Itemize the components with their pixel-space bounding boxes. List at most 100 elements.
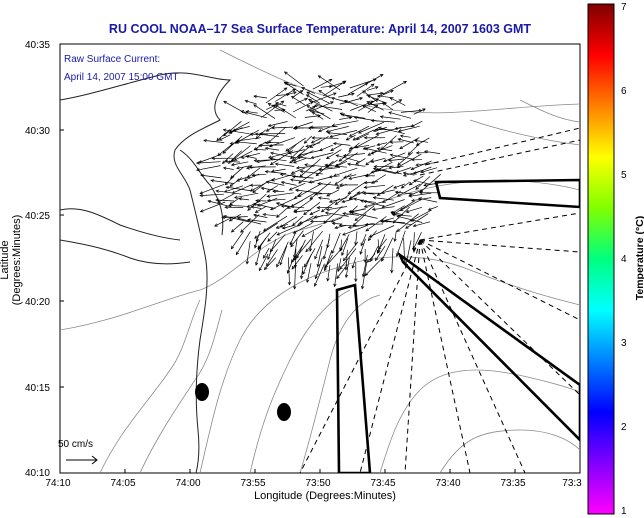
current-vector-head xyxy=(230,245,235,250)
current-vector xyxy=(329,130,357,138)
x-tick-label: 73:45 xyxy=(370,478,395,489)
current-vector-head xyxy=(402,171,407,175)
current-vector xyxy=(338,151,351,162)
current-vector xyxy=(310,126,338,128)
current-vector xyxy=(396,230,406,257)
current-vector-head xyxy=(326,277,330,282)
x-axis-label: Longitude (Degrees:Minutes) xyxy=(254,490,396,502)
current-vector-head xyxy=(422,108,426,112)
current-vector xyxy=(365,216,387,232)
current-vector xyxy=(254,237,259,248)
current-vector xyxy=(251,206,262,209)
current-vector xyxy=(320,85,333,88)
current-vector-head xyxy=(306,91,310,95)
current-vector-head xyxy=(285,148,289,152)
current-vector-head xyxy=(279,172,284,177)
current-vector xyxy=(334,263,339,287)
current-vector-head xyxy=(246,204,251,208)
current-vector xyxy=(281,181,297,186)
current-vector xyxy=(305,142,321,148)
current-vector xyxy=(323,206,343,224)
current-vector-head xyxy=(341,252,345,257)
current-vector xyxy=(413,166,432,175)
x-tick-label: 73:55 xyxy=(240,478,265,489)
current-vector xyxy=(329,197,348,203)
current-vector-head xyxy=(245,155,250,159)
current-vector-head xyxy=(308,98,312,103)
current-vector-head xyxy=(263,266,268,271)
current-vector xyxy=(224,185,244,193)
current-vector xyxy=(261,100,284,118)
current-vector xyxy=(270,197,296,211)
current-vector xyxy=(230,166,244,179)
colorbar-tick-label: 4 xyxy=(621,254,627,265)
current-vector xyxy=(309,109,325,115)
current-vector-head xyxy=(305,248,309,253)
current-vector xyxy=(257,197,278,207)
current-vector xyxy=(253,95,268,99)
current-vector xyxy=(342,198,356,203)
current-vector-head xyxy=(388,111,392,115)
current-vector-head xyxy=(292,160,297,164)
y-tick-label: 40:30 xyxy=(25,126,50,137)
current-vector-head xyxy=(354,278,358,283)
y-tick-label: 40:15 xyxy=(25,383,50,394)
current-vector xyxy=(365,223,384,226)
current-vector-head xyxy=(266,198,271,203)
current-vector-head xyxy=(412,171,417,175)
current-vector-head xyxy=(215,189,220,193)
current-vector xyxy=(268,121,288,127)
colorbar-tick-label: 6 xyxy=(621,86,627,97)
current-vector-head xyxy=(303,211,307,216)
current-vector xyxy=(290,145,305,159)
current-vector-head xyxy=(364,222,369,227)
current-vector-head xyxy=(222,150,227,154)
colorbar-tick-label: 7 xyxy=(621,2,627,13)
current-vector-head xyxy=(418,197,422,201)
current-vector-head xyxy=(258,267,262,272)
current-vector-head xyxy=(412,246,416,251)
current-vector-head xyxy=(253,213,257,217)
current-vector-head xyxy=(364,173,368,178)
current-vector xyxy=(323,80,346,97)
current-vector xyxy=(292,90,303,98)
current-vector-head xyxy=(249,132,253,136)
current-vector-head xyxy=(222,214,227,219)
current-vector-head xyxy=(365,228,370,232)
current-vector-head xyxy=(246,174,251,179)
current-vector xyxy=(255,133,279,137)
current-vector xyxy=(384,220,413,226)
current-vector xyxy=(270,158,287,162)
current-vector xyxy=(217,193,234,203)
current-vector-head xyxy=(396,164,401,168)
current-vector xyxy=(349,144,370,149)
current-vector xyxy=(250,177,276,192)
current-vector xyxy=(374,165,394,168)
current-vector xyxy=(370,246,379,262)
current-vector xyxy=(283,81,304,95)
current-vector xyxy=(236,165,253,169)
current-vector-head xyxy=(366,259,371,263)
current-vector-head xyxy=(389,97,394,101)
current-vector xyxy=(381,237,394,262)
current-vector-head xyxy=(348,133,353,137)
current-vector xyxy=(330,144,342,151)
y-tick-label: 40:25 xyxy=(25,211,50,222)
current-vector-head xyxy=(236,217,241,221)
current-vector-head xyxy=(254,147,258,152)
current-vector xyxy=(309,231,314,252)
colorbar-tick-label: 2 xyxy=(621,422,627,433)
current-vector xyxy=(327,265,331,281)
current-vector-head xyxy=(335,154,340,158)
current-vector xyxy=(258,253,269,271)
current-vector xyxy=(329,175,340,178)
current-vector-head xyxy=(412,223,417,228)
current-vector-head xyxy=(375,86,379,90)
current-vector-head xyxy=(316,263,320,268)
current-vector-head xyxy=(335,185,340,189)
current-vector-head xyxy=(377,249,381,254)
current-vector xyxy=(305,230,323,253)
current-vector-head xyxy=(309,219,314,224)
current-vector-head xyxy=(329,134,333,139)
current-vector xyxy=(391,248,394,273)
